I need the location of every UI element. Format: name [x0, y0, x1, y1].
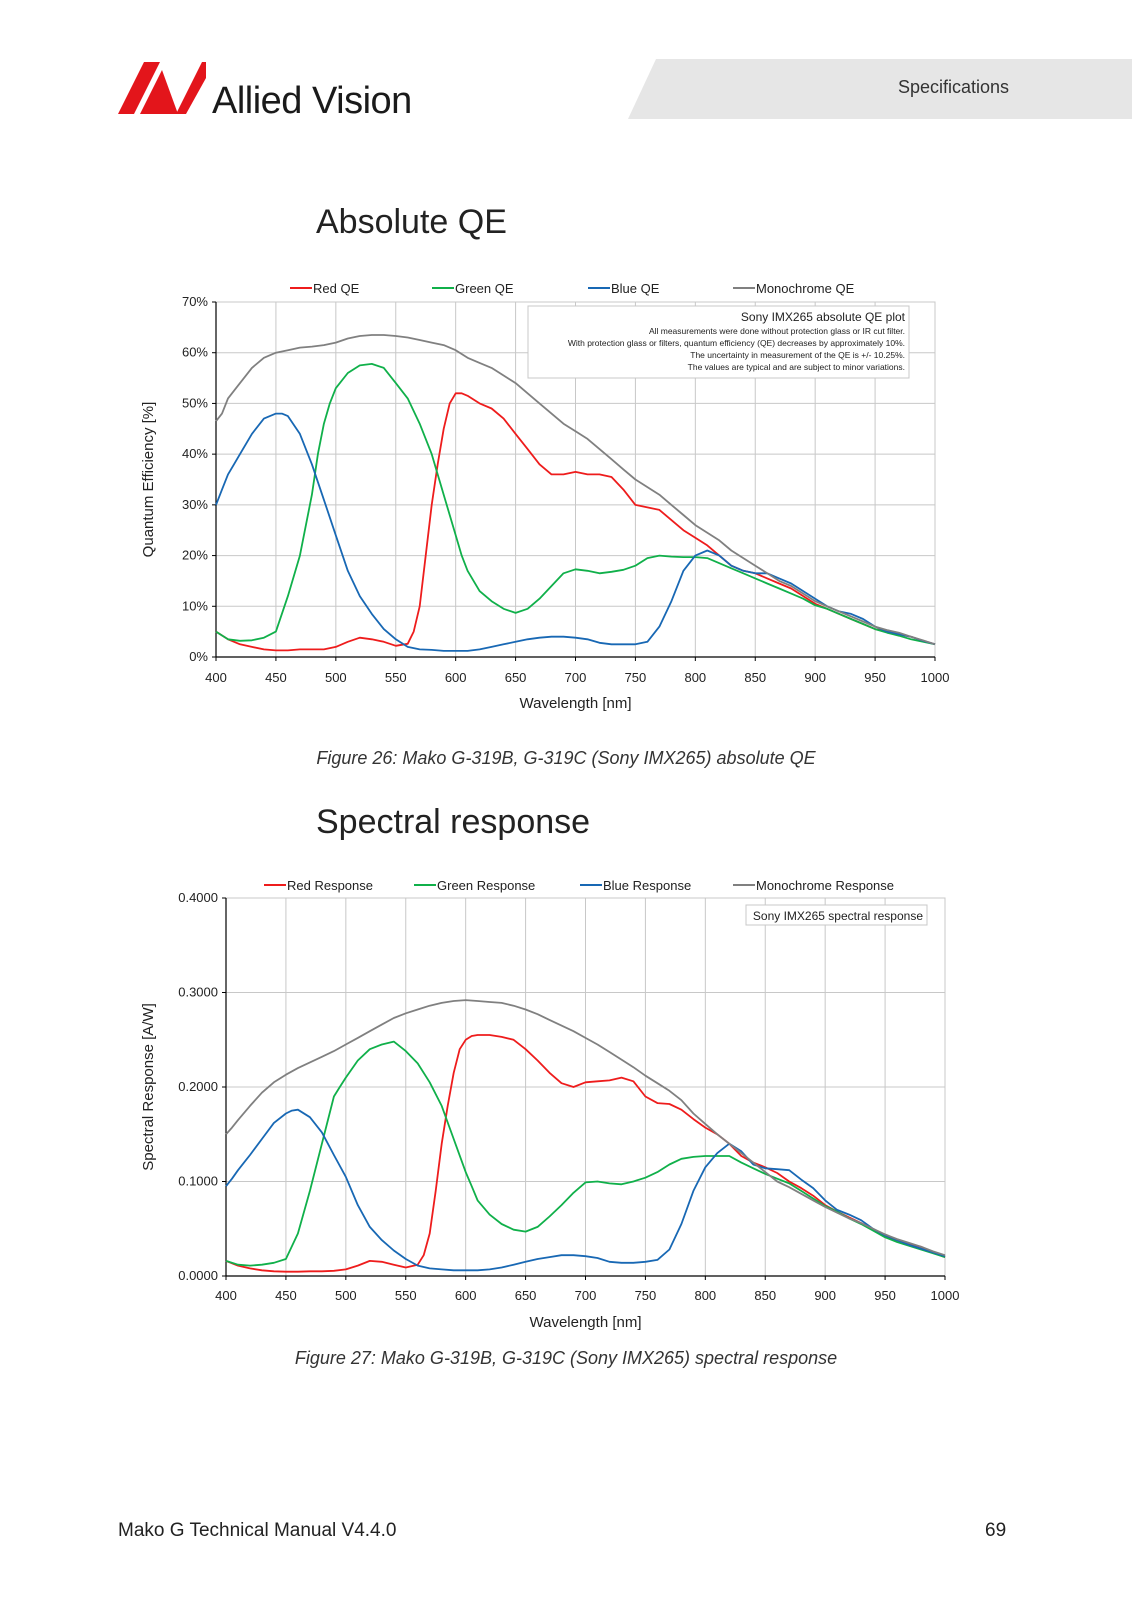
header-tab	[628, 59, 1132, 119]
x-tick-label: 1000	[921, 670, 950, 685]
y-tick-label: 0.4000	[178, 890, 218, 905]
x-tick-label: 550	[385, 670, 407, 685]
x-tick-label: 450	[275, 1288, 297, 1303]
x-tick-label: 800	[684, 670, 706, 685]
y-tick-label: 30%	[182, 497, 208, 512]
x-tick-label: 750	[625, 670, 647, 685]
x-tick-label: 850	[744, 670, 766, 685]
series-line-blue-qe	[215, 412, 936, 652]
logo-mark-right	[176, 62, 206, 114]
annotation-line: With protection glass or filters, quantu…	[568, 338, 905, 348]
x-tick-label: 600	[445, 670, 467, 685]
legend-label: Monochrome Response	[756, 878, 894, 893]
y-tick-label: 10%	[182, 598, 208, 613]
x-tick-label: 650	[515, 1288, 537, 1303]
section-title-qe: Absolute QE	[316, 203, 507, 241]
x-tick-label: 450	[265, 670, 287, 685]
spectral-response-chart: 400 450 500 550 600 650 700 750 800 850 900 950 1000…	[140, 878, 960, 1331]
y-axis-title: Spectral Response [A/W]	[140, 1003, 157, 1171]
y-tick-label: 0%	[189, 649, 208, 664]
legend-label: Red Response	[287, 878, 373, 893]
logo-text: Allied Vision	[212, 80, 412, 122]
x-tick-label: 900	[814, 1288, 836, 1303]
annotation-title: Sony IMX265 absolute QE plot	[741, 310, 906, 324]
annotation-title: Sony IMX265 spectral response	[753, 909, 923, 923]
y-tick-label: 40%	[182, 446, 208, 461]
annotation-line: The uncertainty in measurement of the QE…	[690, 350, 905, 360]
legend-label: Green QE	[455, 281, 514, 296]
series-line-monochrome-response	[225, 999, 946, 1257]
footer-page-number: 69	[985, 1520, 1007, 1541]
x-tick-label: 700	[575, 1288, 597, 1303]
x-tick-label: 600	[455, 1288, 477, 1303]
x-tick-label: 700	[565, 670, 587, 685]
x-tick-label: 550	[395, 1288, 417, 1303]
y-tick-label: 0.1000	[178, 1174, 218, 1189]
x-axis-title: Wavelength [nm]	[520, 695, 632, 712]
x-tick-label: 500	[335, 1288, 357, 1303]
section-title-spectral: Spectral response	[316, 803, 591, 841]
series-line-red-response	[225, 1034, 946, 1273]
y-tick-label: 0.0000	[178, 1268, 218, 1283]
x-tick-label: 900	[804, 670, 826, 685]
footer-manual-title: Mako G Technical Manual V4.4.0	[118, 1520, 397, 1541]
legend-label: Green Response	[437, 878, 535, 893]
annotation-box	[527, 305, 910, 379]
logo-mark-left	[118, 62, 160, 114]
series-line-blue-response	[225, 1108, 946, 1272]
series-line-monochrome-qe	[215, 334, 936, 646]
annotation-line: The values are typical and are subject t…	[688, 362, 905, 372]
series-line-red-qe	[215, 392, 936, 652]
x-tick-label: 850	[754, 1288, 776, 1303]
legend-label: Red QE	[313, 281, 360, 296]
y-tick-label: 60%	[182, 345, 208, 360]
legend-label: Monochrome QE	[756, 281, 855, 296]
legend-label: Blue Response	[603, 878, 691, 893]
series-line-green-response	[225, 1040, 946, 1267]
y-tick-label: 0.3000	[178, 985, 218, 1000]
legend-label: Blue QE	[611, 281, 660, 296]
figure-caption-spectral: Figure 27: Mako G-319B, G-319C (Sony IMX…	[294, 1348, 838, 1368]
annotation-box	[745, 904, 928, 926]
x-tick-label: 750	[635, 1288, 657, 1303]
y-tick-label: 0.2000	[178, 1079, 218, 1094]
y-tick-label: 50%	[182, 395, 208, 410]
figure-caption-qe: Figure 26: Mako G-319B, G-319C (Sony IMX…	[316, 748, 816, 768]
x-tick-label: 800	[694, 1288, 716, 1303]
x-tick-label: 1000	[931, 1288, 960, 1303]
y-tick-label: 20%	[182, 548, 208, 563]
x-tick-label: 400	[215, 1288, 237, 1303]
x-axis-title: Wavelength [nm]	[530, 1314, 642, 1331]
absolute-qe-chart: 400 450 500 550 600 650 700 750 800 850 900 950 1000…	[140, 281, 950, 712]
y-axis-title: Quantum Efficiency [%]	[140, 402, 157, 558]
y-tick-label: 70%	[182, 294, 208, 309]
series-line-green-qe	[215, 363, 936, 646]
x-tick-label: 500	[325, 670, 347, 685]
allied-vision-logo	[118, 62, 206, 114]
annotation-line: All measurements were done without prote…	[649, 326, 905, 336]
x-tick-label: 650	[505, 670, 527, 685]
x-tick-label: 950	[874, 1288, 896, 1303]
x-tick-label: 400	[205, 670, 227, 685]
logo-mark-mid	[140, 70, 178, 114]
x-tick-label: 950	[864, 670, 886, 685]
section-label: Specifications	[898, 77, 1010, 97]
